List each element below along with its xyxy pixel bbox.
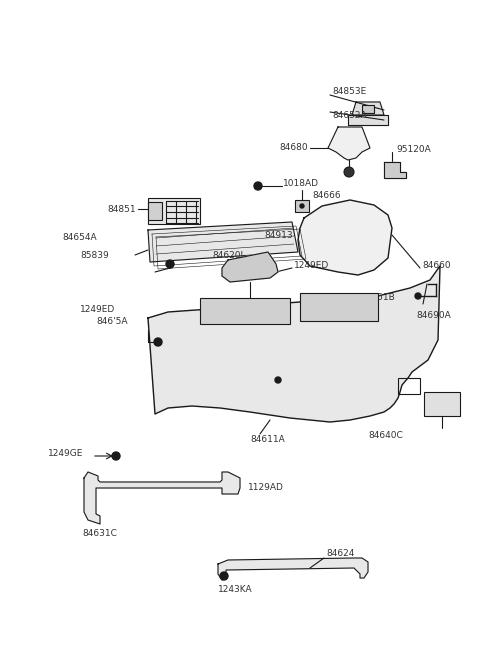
Polygon shape: [384, 162, 406, 178]
Text: 84853E: 84853E: [332, 87, 366, 97]
Circle shape: [220, 572, 228, 580]
Text: 85839: 85839: [80, 252, 109, 260]
Bar: [398, 378, 420, 394]
Circle shape: [154, 338, 162, 346]
Text: 1018AD: 1018AD: [283, 179, 319, 187]
Text: 84690A: 84690A: [416, 311, 451, 321]
Text: 95120A: 95120A: [396, 145, 431, 154]
Text: 84651B: 84651B: [360, 294, 395, 302]
Text: 1249GE: 1249GE: [48, 449, 84, 459]
Text: 84913: 84913: [264, 231, 293, 240]
Polygon shape: [148, 266, 440, 422]
Circle shape: [166, 260, 174, 268]
Text: 84640C: 84640C: [368, 432, 403, 440]
Polygon shape: [218, 558, 368, 580]
Text: 84652A: 84652A: [332, 110, 367, 120]
Text: 84631C: 84631C: [82, 530, 117, 539]
Text: 84660: 84660: [422, 261, 451, 271]
Polygon shape: [352, 102, 384, 115]
Text: 84680: 84680: [279, 143, 308, 152]
Text: 84654A: 84654A: [62, 233, 96, 242]
Bar: [200, 298, 290, 324]
Bar: [295, 200, 309, 212]
Circle shape: [112, 452, 120, 460]
Polygon shape: [328, 127, 370, 160]
Polygon shape: [148, 222, 298, 262]
Circle shape: [254, 182, 262, 190]
Bar: [148, 198, 200, 224]
Circle shape: [415, 293, 421, 299]
Polygon shape: [298, 200, 392, 275]
Bar: [424, 392, 460, 416]
Text: 1129AD: 1129AD: [248, 484, 284, 493]
Bar: [362, 105, 374, 113]
Text: 84851: 84851: [108, 204, 136, 214]
Text: 1249ED: 1249ED: [80, 306, 115, 315]
Text: 84620I: 84620I: [212, 252, 243, 260]
Polygon shape: [222, 252, 278, 282]
Circle shape: [344, 167, 354, 177]
Bar: [148, 202, 162, 220]
Bar: [300, 293, 378, 321]
Text: 1249ED: 1249ED: [294, 260, 329, 269]
Circle shape: [275, 377, 281, 383]
Text: 846'5A: 846'5A: [96, 317, 128, 327]
Circle shape: [300, 204, 304, 208]
Text: 1243KA: 1243KA: [218, 585, 252, 595]
Text: 84611A: 84611A: [250, 436, 285, 445]
Polygon shape: [84, 472, 240, 524]
Text: 84666: 84666: [312, 191, 341, 200]
Text: 84624: 84624: [326, 549, 354, 558]
Polygon shape: [348, 115, 388, 125]
